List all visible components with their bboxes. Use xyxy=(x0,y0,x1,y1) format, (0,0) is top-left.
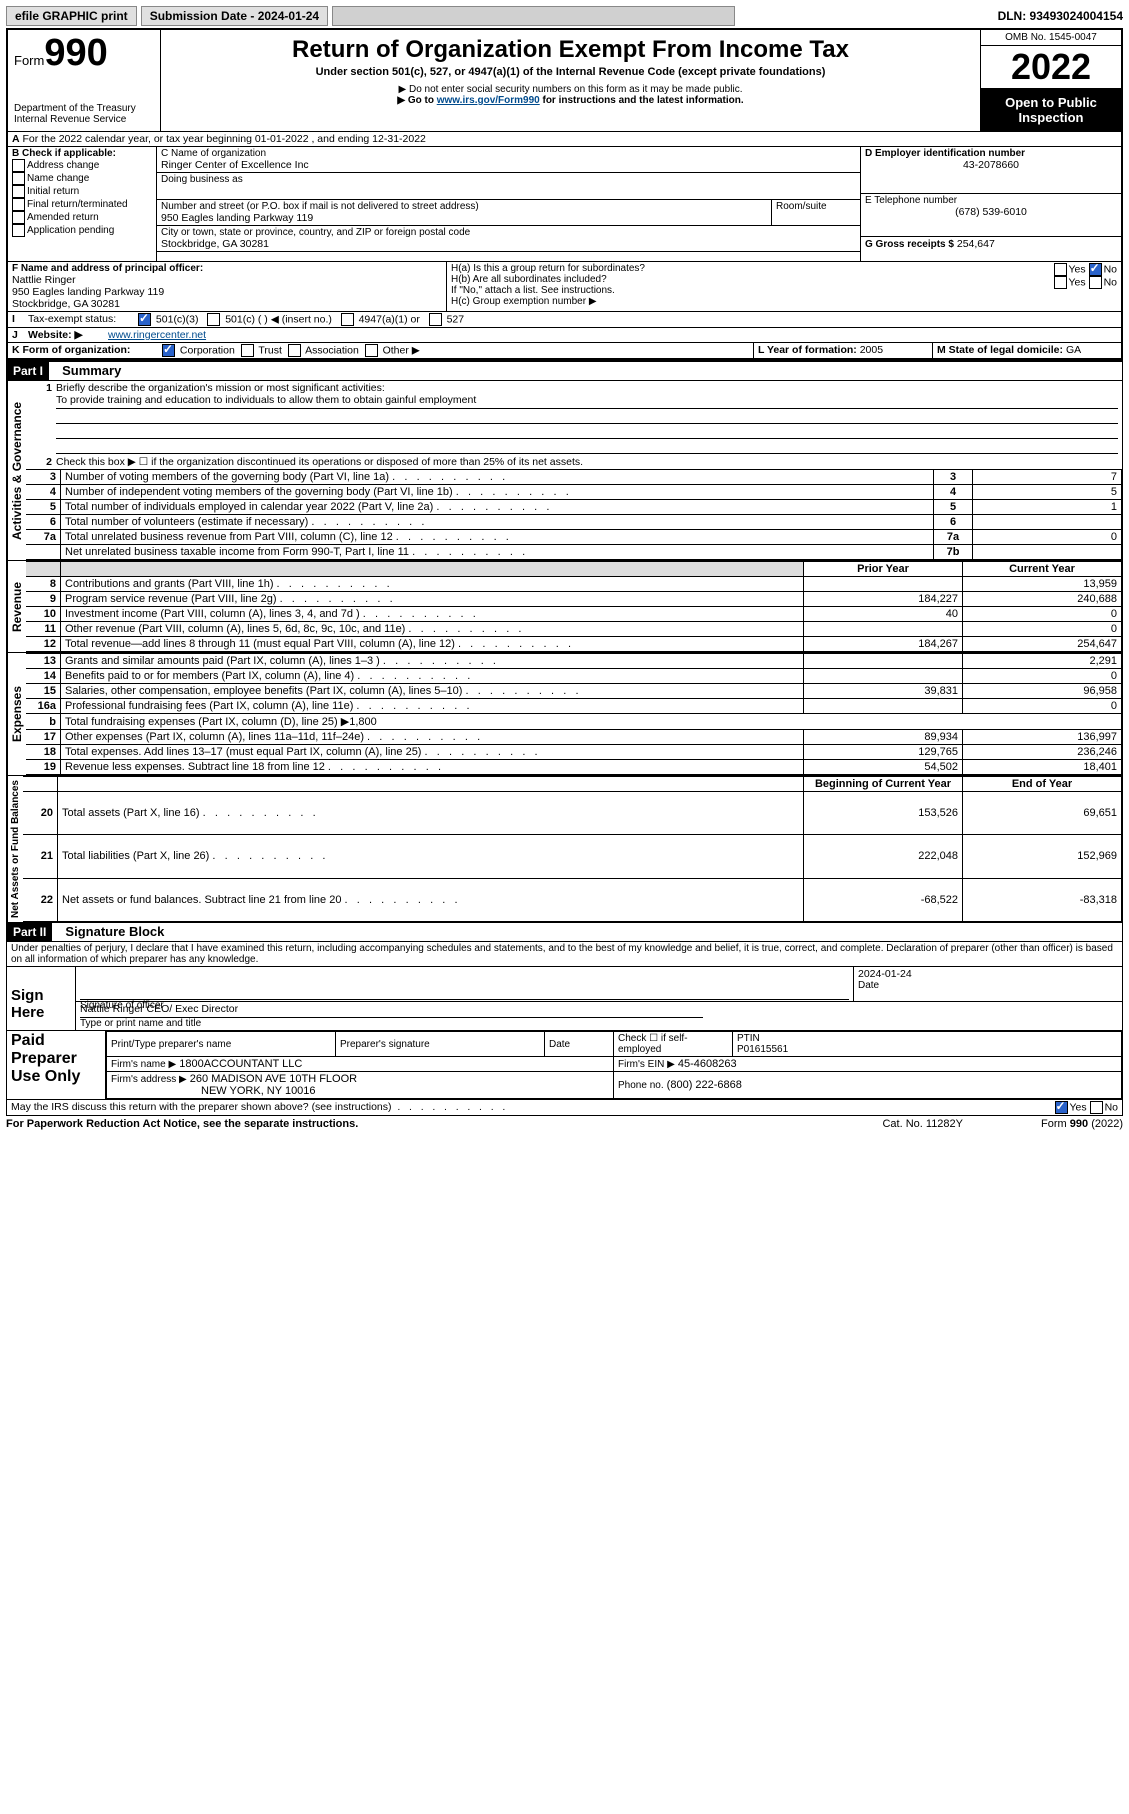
preparer-table: Print/Type preparer's name Preparer's si… xyxy=(106,1031,1122,1099)
part1-body: Activities & Governance 1 Briefly descri… xyxy=(6,381,1123,561)
i-marker: I xyxy=(12,313,28,326)
col-current: Current Year xyxy=(963,562,1122,577)
activities-table: 3Number of voting members of the governi… xyxy=(26,469,1122,560)
street-label: Number and street (or P.O. box if mail i… xyxy=(161,201,767,212)
b-opt-initial[interactable]: Initial return xyxy=(12,185,152,198)
dept-label: Department of the Treasury xyxy=(14,103,154,114)
footer-cat: Cat. No. 11282Y xyxy=(882,1118,963,1130)
warn-ssn: ▶ Do not enter social security numbers o… xyxy=(171,84,970,95)
officer-addr1: 950 Eagles landing Parkway 119 xyxy=(12,286,442,298)
expenses-table: 13Grants and similar amounts paid (Part … xyxy=(26,653,1122,775)
part2-header: Part II Signature Block xyxy=(6,923,1123,942)
vlabel-net: Net Assets or Fund Balances xyxy=(7,776,23,922)
j-label: Website: ▶ xyxy=(28,329,108,341)
vlabel-expenses: Expenses xyxy=(7,653,26,775)
tax-year: 2022 xyxy=(981,46,1121,89)
b-opt-name[interactable]: Name change xyxy=(12,172,152,185)
vlabel-activities: Activities & Governance xyxy=(7,381,26,560)
may-irs-text: May the IRS discuss this return with the… xyxy=(11,1101,1055,1114)
hb-yesno[interactable]: Yes No xyxy=(997,276,1117,289)
box-m: M State of legal domicile: GA xyxy=(932,343,1121,358)
mission-text: To provide training and education to ind… xyxy=(56,394,1118,409)
j-marker: J xyxy=(12,329,28,341)
b-label: B Check if applicable: xyxy=(12,148,152,159)
entity-section: A For the 2022 calendar year, or tax yea… xyxy=(6,131,1123,360)
line2-text: Check this box ▶ ☐ if the organization d… xyxy=(56,456,583,468)
h-b: H(b) Are all subordinates included? xyxy=(451,274,989,285)
box-b: B Check if applicable: Address change Na… xyxy=(8,147,157,261)
open-inspection: Open to Public Inspection xyxy=(981,89,1121,131)
typed-label: Type or print name and title xyxy=(80,1018,1118,1029)
box-h: H(a) Is this a group return for subordin… xyxy=(446,262,993,311)
irs-label: Internal Revenue Service xyxy=(14,114,154,125)
officer-name: Nattlie Ringer xyxy=(12,274,442,286)
col-beg: Beginning of Current Year xyxy=(804,777,963,792)
form-number: 990 xyxy=(44,32,107,74)
i-opts[interactable]: 501(c)(3) 501(c) ( ) ◀ (insert no.) 4947… xyxy=(138,313,464,326)
ein: 43-2078660 xyxy=(865,159,1117,171)
line-a: A For the 2022 calendar year, or tax yea… xyxy=(8,132,1121,147)
c-label: C Name of organization xyxy=(161,148,856,159)
sig-date-label: Date xyxy=(858,980,1118,991)
city: Stockbridge, GA 30281 xyxy=(161,238,856,250)
k-label: K Form of organization: xyxy=(12,344,162,357)
e-label: E Telephone number xyxy=(865,195,1117,206)
footer-form: Form 990 (2022) xyxy=(963,1118,1123,1130)
b-opt-amended[interactable]: Amended return xyxy=(12,211,152,224)
phone: (678) 539-6010 xyxy=(865,206,1117,218)
omb-number: OMB No. 1545-0047 xyxy=(981,30,1121,46)
h-a: H(a) Is this a group return for subordin… xyxy=(451,263,989,274)
col-prior: Prior Year xyxy=(804,562,963,577)
org-name: Ringer Center of Excellence Inc xyxy=(161,159,856,171)
k-opts[interactable]: Corporation Trust Association Other ▶ xyxy=(162,344,420,357)
form-prefix: Form xyxy=(14,53,44,68)
col-end: End of Year xyxy=(963,777,1122,792)
b-opt-final[interactable]: Final return/terminated xyxy=(12,198,152,211)
may-irs-yesno[interactable]: Yes No xyxy=(1055,1101,1118,1114)
revenue-table: Prior Year Current Year 8Contributions a… xyxy=(26,561,1122,652)
room-label: Room/suite xyxy=(776,201,856,212)
box-deg: D Employer identification number 43-2078… xyxy=(860,147,1121,261)
box-c: C Name of organization Ringer Center of … xyxy=(157,147,860,261)
footer-pra: For Paperwork Reduction Act Notice, see … xyxy=(6,1118,882,1130)
officer-addr2: Stockbridge, GA 30281 xyxy=(12,298,442,310)
penalties-text: Under penalties of perjury, I declare th… xyxy=(6,942,1123,967)
city-label: City or town, state or province, country… xyxy=(161,227,856,238)
warn-link: ▶ Go to www.irs.gov/Form990 for instruct… xyxy=(171,95,970,106)
vlabel-revenue: Revenue xyxy=(7,561,26,652)
d-label: D Employer identification number xyxy=(865,148,1117,159)
submission-date-button[interactable]: Submission Date - 2024-01-24 xyxy=(141,6,328,26)
top-bar: efile GRAPHIC print Submission Date - 20… xyxy=(6,6,1123,26)
f-label: F Name and address of principal officer: xyxy=(12,263,442,274)
irs-link[interactable]: www.irs.gov/Form990 xyxy=(437,95,540,106)
spacer-bar xyxy=(332,6,734,26)
line1-num: 1 xyxy=(30,382,56,454)
i-label: Tax-exempt status: xyxy=(28,313,138,326)
gross-receipts: 254,647 xyxy=(957,238,995,250)
typed-name: Nattlie Ringer CEO/ Exec Director xyxy=(80,1003,703,1018)
form-subtitle: Under section 501(c), 527, or 4947(a)(1)… xyxy=(171,66,970,78)
website-link[interactable]: www.ringercenter.net xyxy=(108,329,206,341)
h-note: If "No," attach a list. See instructions… xyxy=(451,285,989,296)
part1-header: Part I Summary xyxy=(6,360,1123,381)
line1-label: Briefly describe the organization's miss… xyxy=(56,382,1118,394)
line2-num: 2 xyxy=(30,456,56,468)
net-table: Beginning of Current Year End of Year 20… xyxy=(23,776,1122,922)
g-label: G Gross receipts $ xyxy=(865,239,954,250)
box-l: L Year of formation: 2005 xyxy=(753,343,932,358)
h-c: H(c) Group exemption number ▶ xyxy=(451,296,989,307)
b-opt-pending[interactable]: Application pending xyxy=(12,224,152,237)
paid-preparer: Paid Preparer Use Only xyxy=(7,1031,106,1099)
street: 950 Eagles landing Parkway 119 xyxy=(161,212,767,224)
dba-label: Doing business as xyxy=(161,174,856,185)
ha-yesno[interactable]: Yes No xyxy=(997,263,1117,276)
dln-label: DLN: 93493024004154 xyxy=(739,9,1123,23)
form-header: Form990 Department of the Treasury Inter… xyxy=(6,28,1123,131)
box-f: F Name and address of principal officer:… xyxy=(8,262,446,311)
sign-here: Sign Here xyxy=(7,967,76,1030)
b-opt-address[interactable]: Address change xyxy=(12,159,152,172)
efile-print-button[interactable]: efile GRAPHIC print xyxy=(6,6,137,26)
form-title: Return of Organization Exempt From Incom… xyxy=(171,36,970,64)
sig-date-value: 2024-01-24 xyxy=(858,968,1118,980)
